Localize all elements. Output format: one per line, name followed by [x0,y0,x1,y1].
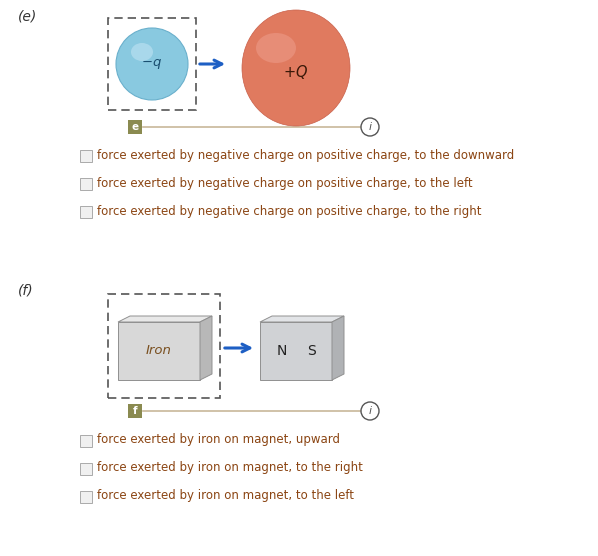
FancyBboxPatch shape [128,120,142,134]
Text: f: f [133,406,138,416]
Text: S: S [307,344,316,358]
FancyBboxPatch shape [80,434,91,446]
Text: Iron: Iron [146,345,172,358]
Ellipse shape [242,10,350,126]
Bar [108,294,220,398]
Polygon shape [260,316,344,322]
Text: force exerted by iron on magnet, to the right: force exerted by iron on magnet, to the … [97,461,363,474]
Text: $+Q$: $+Q$ [283,63,309,81]
Ellipse shape [256,33,296,63]
Bar [260,322,332,380]
Text: (e): (e) [18,10,37,24]
Text: (f): (f) [18,284,33,298]
Text: force exerted by negative charge on positive charge, to the left: force exerted by negative charge on posi… [97,176,472,190]
Text: force exerted by negative charge on positive charge, to the right: force exerted by negative charge on posi… [97,205,481,217]
FancyBboxPatch shape [80,206,91,217]
Polygon shape [332,316,344,380]
Text: i: i [368,406,371,416]
Text: e: e [132,122,139,132]
Text: force exerted by negative charge on positive charge, to the downward: force exerted by negative charge on posi… [97,148,514,161]
FancyBboxPatch shape [80,463,91,474]
Ellipse shape [116,28,188,100]
FancyBboxPatch shape [80,177,91,190]
Text: force exerted by iron on magnet, to the left: force exerted by iron on magnet, to the … [97,489,354,503]
Polygon shape [118,316,212,322]
Ellipse shape [131,43,153,61]
FancyBboxPatch shape [128,404,142,418]
Bar [108,18,196,110]
Circle shape [361,402,379,420]
FancyBboxPatch shape [80,150,91,161]
Text: force exerted by iron on magnet, upward: force exerted by iron on magnet, upward [97,434,340,446]
Text: i: i [368,122,371,132]
Text: N: N [276,344,287,358]
FancyBboxPatch shape [80,490,91,503]
Circle shape [361,118,379,136]
Text: $-q$: $-q$ [142,57,163,71]
Bar [118,322,200,380]
Polygon shape [200,316,212,380]
